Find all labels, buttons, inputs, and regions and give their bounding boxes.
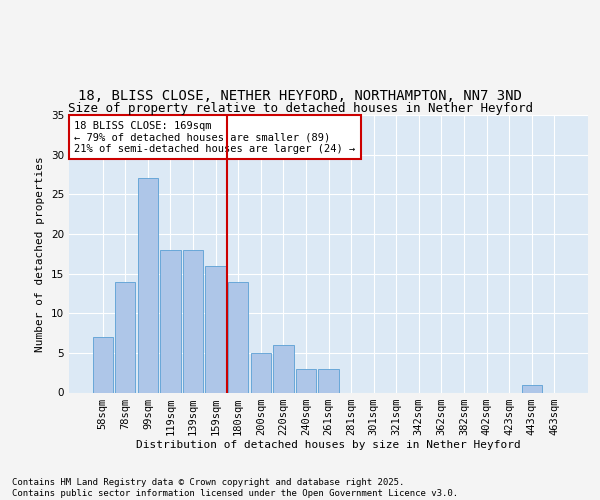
Bar: [183, 250, 203, 392]
Text: 18 BLISS CLOSE: 169sqm
← 79% of detached houses are smaller (89)
21% of semi-det: 18 BLISS CLOSE: 169sqm ← 79% of detached…: [74, 120, 355, 154]
Bar: [296, 368, 316, 392]
Bar: [160, 250, 181, 392]
Y-axis label: Number of detached properties: Number of detached properties: [35, 156, 46, 352]
Bar: [205, 266, 226, 392]
Bar: [115, 282, 136, 393]
Bar: [251, 353, 271, 393]
Bar: [138, 178, 158, 392]
Bar: [521, 384, 542, 392]
Bar: [228, 282, 248, 393]
Bar: [319, 368, 338, 392]
X-axis label: Distribution of detached houses by size in Nether Heyford: Distribution of detached houses by size …: [136, 440, 521, 450]
Text: Contains HM Land Registry data © Crown copyright and database right 2025.
Contai: Contains HM Land Registry data © Crown c…: [12, 478, 458, 498]
Bar: [92, 337, 113, 392]
Text: 18, BLISS CLOSE, NETHER HEYFORD, NORTHAMPTON, NN7 3ND: 18, BLISS CLOSE, NETHER HEYFORD, NORTHAM…: [78, 88, 522, 102]
Text: Size of property relative to detached houses in Nether Heyford: Size of property relative to detached ho…: [67, 102, 533, 115]
Bar: [273, 345, 293, 393]
